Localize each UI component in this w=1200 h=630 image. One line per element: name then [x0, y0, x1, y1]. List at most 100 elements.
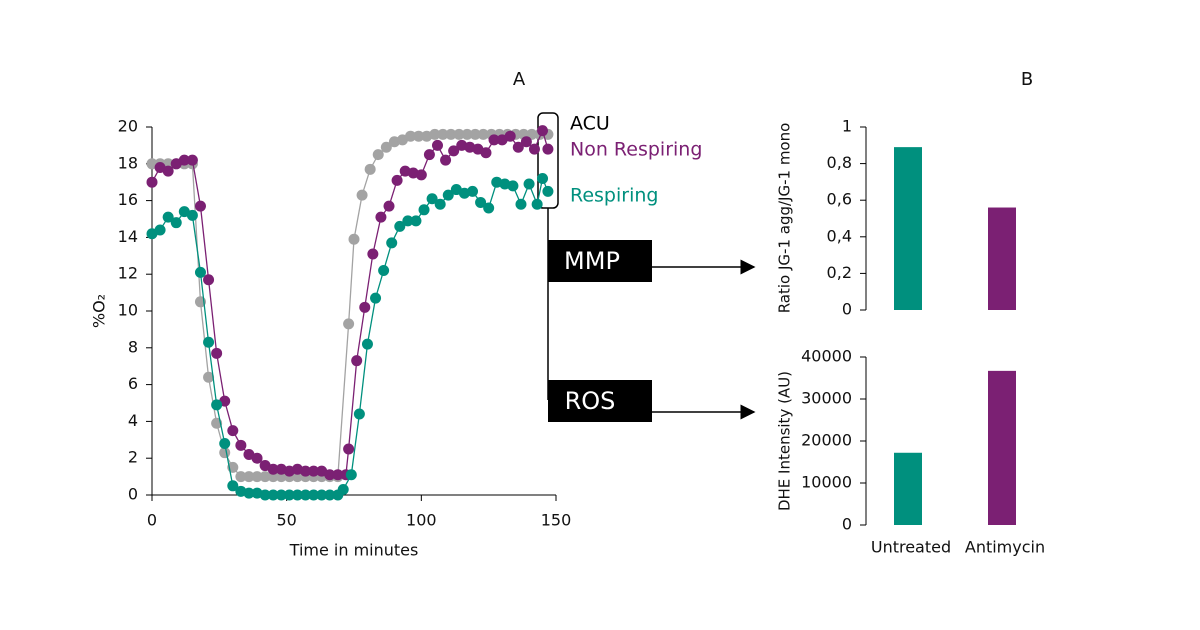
bar — [988, 370, 1016, 525]
data-point — [445, 128, 457, 140]
data-point — [483, 202, 495, 214]
y-tick-label: 8 — [128, 337, 138, 356]
bar — [988, 207, 1016, 310]
data-point — [332, 469, 344, 481]
y-axis-label: DHE Intensity (AU) — [776, 371, 794, 511]
data-point — [413, 130, 425, 142]
data-point — [475, 196, 487, 208]
y-tick-label: 20 — [118, 117, 138, 136]
panel-title: A — [513, 69, 526, 90]
data-point — [515, 198, 527, 210]
data-point — [235, 471, 247, 483]
y-tick-label: 20000 — [801, 431, 852, 450]
y-tick-label: 6 — [128, 374, 138, 393]
data-point — [170, 217, 182, 229]
y-axis-label: Ratio JG-1 agg/JG-1 mono — [776, 123, 794, 314]
data-point — [259, 489, 271, 501]
data-point — [523, 178, 535, 190]
y-tick-label: 16 — [118, 190, 138, 209]
data-point — [437, 128, 449, 140]
data-point — [488, 134, 500, 146]
data-point — [203, 274, 215, 286]
data-point — [283, 489, 295, 501]
data-point — [426, 193, 438, 205]
y-tick-label: 0 — [128, 485, 138, 504]
data-point — [434, 198, 446, 210]
data-point — [480, 147, 492, 159]
data-point — [345, 469, 357, 481]
data-point — [300, 489, 312, 501]
bar — [894, 452, 922, 525]
data-point — [453, 128, 465, 140]
data-point — [356, 189, 368, 201]
data-point — [507, 180, 519, 192]
data-point — [291, 489, 303, 501]
y-tick-label: 0 — [842, 300, 852, 319]
data-point — [537, 125, 549, 137]
data-point — [227, 425, 239, 437]
data-point — [410, 215, 422, 227]
data-point — [178, 154, 190, 166]
data-point — [243, 487, 255, 499]
data-point — [251, 471, 263, 483]
data-point — [378, 265, 390, 277]
data-point — [391, 174, 403, 186]
data-point — [348, 233, 360, 245]
data-point — [528, 143, 540, 155]
data-point — [386, 237, 398, 249]
data-point — [267, 489, 279, 501]
y-tick-label: 10 — [118, 301, 138, 320]
data-point — [477, 128, 489, 140]
mmp-label: MMP — [564, 247, 620, 275]
data-point — [227, 480, 239, 492]
y-tick-label: 0,6 — [827, 190, 852, 209]
data-point — [469, 128, 481, 140]
data-point — [203, 336, 215, 348]
legend-label: Non Respiring — [570, 139, 702, 161]
x-tick-label: 50 — [276, 511, 296, 530]
data-point — [402, 215, 414, 227]
y-tick-label: 40000 — [801, 347, 852, 366]
data-point — [467, 185, 479, 197]
data-point — [219, 437, 231, 449]
data-point — [259, 471, 271, 483]
y-tick-label: 12 — [118, 264, 138, 283]
data-point — [251, 452, 263, 464]
data-point — [504, 130, 516, 142]
data-point — [353, 408, 365, 420]
x-tick-label: 150 — [541, 511, 572, 530]
y-tick-label: 0,2 — [827, 263, 852, 282]
data-point — [542, 143, 554, 155]
y-tick-label: 30000 — [801, 389, 852, 408]
data-point — [211, 399, 223, 411]
data-point — [431, 139, 443, 151]
x-tick-label: 0 — [147, 511, 157, 530]
data-point — [275, 489, 287, 501]
data-point — [537, 173, 549, 185]
data-point — [267, 463, 279, 475]
y-tick-label: 18 — [118, 153, 138, 172]
y-tick-label: 14 — [118, 227, 138, 246]
data-point — [186, 209, 198, 221]
data-point — [364, 163, 376, 175]
data-point — [520, 136, 532, 148]
data-point — [448, 145, 460, 157]
y-tick-label: 0,4 — [827, 226, 852, 245]
legend-label: ACU — [570, 113, 610, 135]
data-point — [531, 198, 543, 210]
data-point — [380, 141, 392, 153]
bar — [894, 147, 922, 310]
x-tick-label: 100 — [406, 511, 437, 530]
data-point — [308, 465, 320, 477]
ros-box — [548, 380, 652, 422]
data-point — [186, 154, 198, 166]
data-point — [442, 189, 454, 201]
data-point — [194, 266, 206, 278]
y-axis-label: %O₂ — [90, 294, 109, 328]
data-point — [211, 347, 223, 359]
legend-label: Respiring — [570, 185, 658, 207]
data-point — [351, 355, 363, 367]
data-point — [440, 154, 452, 166]
data-point — [162, 165, 174, 177]
